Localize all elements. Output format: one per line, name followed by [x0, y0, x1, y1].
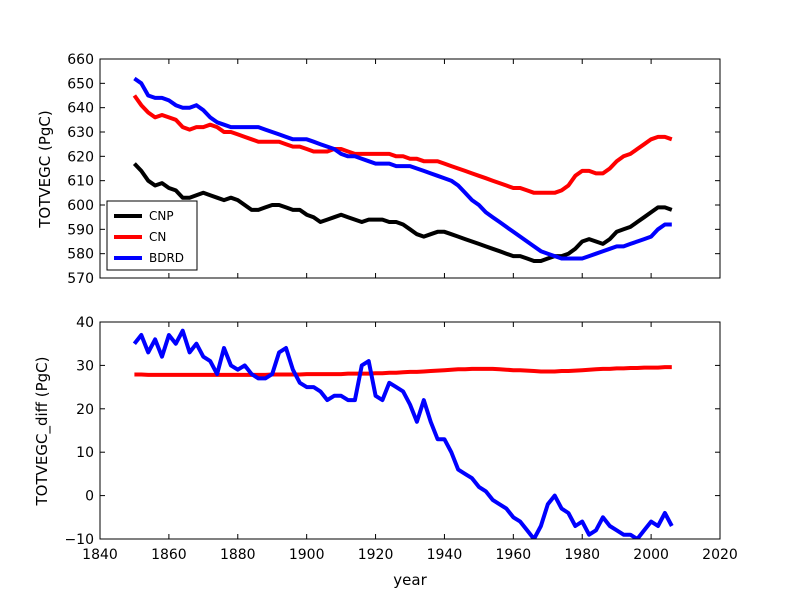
series-line-bdrd — [133, 76, 672, 261]
x-tick-label: 1860 — [151, 547, 187, 563]
y-tick-label: 590 — [67, 222, 94, 238]
y-tick-label: 630 — [67, 125, 94, 141]
top-axes-frame — [99, 58, 721, 279]
y-tick-label: 40 — [76, 315, 94, 331]
top-ticks: 570 580 590 600 610 620 630 640 650 660 — [67, 52, 721, 287]
series-line-cn-cnp — [134, 365, 672, 377]
y-tick-label: 610 — [67, 174, 94, 190]
x-tick-label: 1980 — [564, 547, 600, 563]
y-tick-label: 10 — [76, 445, 94, 461]
bottom-axes-frame — [99, 321, 721, 540]
top-plot-lines — [132, 76, 673, 263]
y-tick-label: 20 — [76, 402, 94, 418]
legend-label-cn: CN — [149, 230, 166, 244]
bottom-ticks: −10 0 10 20 30 40 1840 1860 1880 1900 1920 1940 1960… — [64, 315, 737, 563]
top-panel: 570 580 590 600 610 620 630 640 650 660 TOTVEGC (… — [36, 52, 721, 287]
y-tick-label: 30 — [76, 358, 94, 374]
x-tick-label: 1900 — [289, 547, 325, 563]
y-tick-label: 620 — [67, 149, 94, 165]
bottom-plot-lines — [132, 328, 674, 539]
series-line-cn — [132, 94, 673, 195]
y-tick-label: 640 — [67, 101, 94, 117]
x-tick-label: 2000 — [633, 547, 669, 563]
x-tick-label: 2020 — [702, 547, 738, 563]
y-tick-label: 650 — [67, 76, 94, 92]
y-tick-label: 580 — [67, 247, 94, 263]
top-ylabel: TOTVEGC (PgC) — [36, 110, 54, 228]
x-tick-label: 1960 — [496, 547, 532, 563]
legend-label-cnp: CNP — [149, 209, 174, 223]
y-tick-label: 600 — [67, 198, 94, 214]
x-tick-label: 1880 — [220, 547, 256, 563]
legend-label-bdrd: BDRD — [149, 251, 184, 265]
y-tick-label: 570 — [67, 271, 94, 287]
bottom-xlabel: year — [393, 571, 427, 589]
x-tick-label: 1940 — [427, 547, 463, 563]
x-tick-label: 1840 — [82, 547, 118, 563]
bottom-ylabel: TOTVEGC_diff (PgC) — [33, 356, 52, 506]
legend: CNP CN BDRD — [106, 200, 198, 271]
series-line-cn-bdrd — [132, 328, 674, 539]
bottom-panel: −10 0 10 20 30 40 1840 1860 1880 1900 1920 1940 1960… — [33, 315, 738, 589]
series-line-cnp — [132, 162, 673, 263]
y-tick-label: 0 — [85, 489, 94, 505]
y-tick-label: 660 — [67, 52, 94, 68]
y-tick-label: −10 — [64, 532, 94, 548]
x-tick-label: 1920 — [358, 547, 394, 563]
